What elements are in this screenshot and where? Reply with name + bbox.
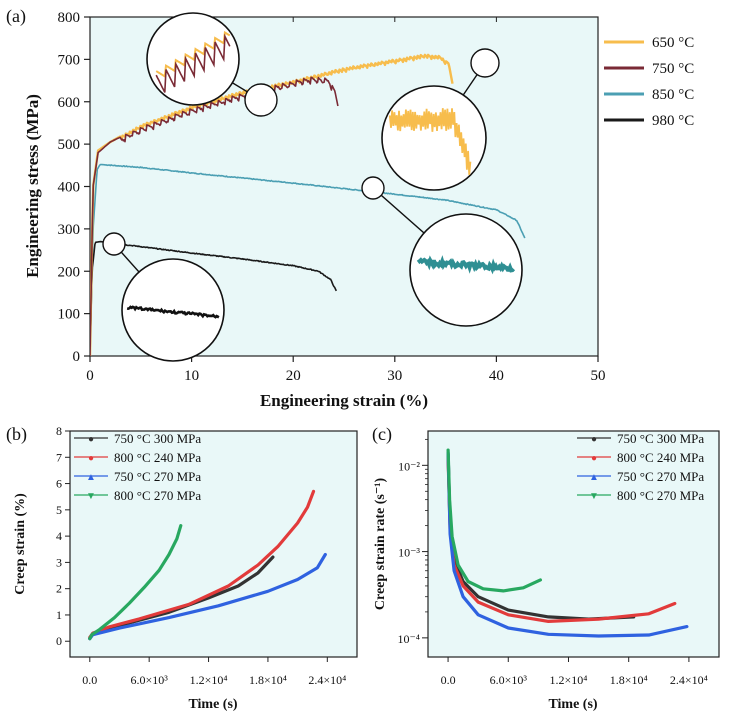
b-legend-label: 800 °C 270 MPa: [114, 488, 201, 503]
c-x-tick-label: 6.0×10³: [490, 673, 528, 687]
inset-850-trace-850: [416, 255, 516, 275]
b-y-tick-label: 8: [56, 424, 62, 438]
inset-650-trace-650: [388, 108, 472, 175]
inset-650-circle: [381, 85, 487, 191]
a-x-tick-label: 10: [184, 368, 199, 384]
c-legend-label: 750 °C 270 MPa: [617, 469, 704, 484]
b-legend-marker: ▲: [86, 472, 96, 483]
a-x-tick-label: 0: [86, 368, 94, 384]
panel-a-label: (a): [6, 6, 26, 27]
b-x-tick-label: 2.4×10⁴: [308, 673, 346, 687]
b-y-tick-label: 1: [56, 608, 62, 622]
b-legend-label: 750 °C 270 MPa: [114, 469, 201, 484]
b-legend-marker: ●: [88, 434, 94, 445]
inset-750-trace-750: [155, 33, 231, 93]
c-x-tick-label: 1.8×10⁴: [610, 673, 648, 687]
b-y-tick-label: 0: [56, 634, 62, 648]
b-y-axis-title: Creep strain (%): [13, 493, 28, 595]
a-legend-label: 650 °C: [652, 35, 694, 51]
a-x-tick-label: 50: [591, 368, 606, 384]
inset-850-circle: [409, 213, 523, 327]
a-legend-label: 750 °C: [652, 61, 694, 77]
c-legend-marker: ●: [591, 453, 597, 464]
b-x-tick-label: 1.2×10⁴: [190, 673, 228, 687]
c-x-tick-label: 0.0: [441, 673, 456, 687]
b-y-tick-label: 7: [56, 450, 62, 464]
c-series-line-3: [446, 448, 542, 593]
c-legend-label: 750 °C 300 MPa: [617, 431, 704, 446]
c-legend-marker: ●: [591, 434, 597, 445]
b-legend-marker: ▼: [86, 491, 96, 502]
c-legend-marker: ▼: [589, 491, 599, 502]
b-x-tick-label: 0.0: [82, 673, 97, 687]
a-y-tick-label: 800: [58, 10, 81, 26]
b-series-line-2: [88, 552, 327, 641]
plot-area-b: [69, 430, 358, 658]
inset-980-trace-980: [126, 305, 220, 319]
inset-650-target: [470, 48, 500, 78]
a-x-axis-title: Engineering strain (%): [260, 391, 428, 410]
a-series-line-750: [90, 76, 339, 356]
inset-980-target: [102, 232, 126, 256]
b-x-tick-label: 6.0×10³: [130, 673, 168, 687]
a-series-line-980: [90, 240, 338, 356]
b-x-tick-label: 1.8×10⁴: [249, 673, 287, 687]
a-y-tick-label: 300: [58, 222, 81, 238]
a-x-tick-label: 40: [489, 368, 504, 384]
a-y-axis-title: Engineering stress (MPa): [23, 94, 42, 278]
a-y-tick-label: 700: [58, 52, 81, 68]
b-y-tick-label: 4: [56, 529, 62, 543]
c-y-tick-label: 10⁻³: [398, 546, 420, 560]
a-y-tick-label: 0: [73, 349, 81, 365]
c-series-line-2: [446, 451, 689, 638]
a-legend-label: 850 °C: [652, 87, 694, 103]
b-legend-marker: ●: [88, 453, 94, 464]
c-y-tick-label: 10⁻⁴: [397, 632, 420, 646]
c-legend-label: 800 °C 240 MPa: [617, 450, 704, 465]
c-x-axis-title: Time (s): [548, 697, 597, 712]
a-y-tick-label: 100: [58, 307, 81, 323]
c-x-tick-label: 2.4×10⁴: [670, 673, 708, 687]
a-y-tick-label: 600: [58, 95, 81, 111]
b-y-tick-label: 5: [56, 503, 62, 517]
b-x-axis-title: Time (s): [188, 697, 237, 712]
b-y-tick-label: 2: [56, 582, 62, 596]
inset-980-circle: [121, 258, 225, 362]
b-series-line-3: [88, 524, 183, 641]
b-legend-label: 800 °C 240 MPa: [114, 450, 201, 465]
b-y-tick-label: 6: [56, 477, 62, 491]
c-y-tick-label: 10⁻²: [398, 459, 420, 473]
a-y-tick-label: 400: [58, 180, 81, 196]
c-legend-label: 800 °C 270 MPa: [617, 488, 704, 503]
b-series-line-1: [88, 489, 316, 639]
a-y-tick-label: 500: [58, 137, 81, 153]
inset-850-target: [361, 176, 385, 200]
a-x-tick-label: 20: [286, 368, 301, 384]
c-legend-marker: ▲: [589, 472, 599, 483]
c-x-tick-label: 1.2×10⁴: [550, 673, 588, 687]
inset-750-target: [244, 83, 278, 117]
a-y-tick-label: 200: [58, 264, 81, 280]
panel-b-label: (b): [6, 424, 27, 445]
b-y-tick-label: 3: [56, 555, 62, 569]
b-legend-label: 750 °C 300 MPa: [114, 431, 201, 446]
c-y-axis-title: Creep strain rate (s⁻¹): [373, 478, 388, 611]
panel-c-label: (c): [372, 424, 392, 445]
a-x-tick-label: 30: [387, 368, 402, 384]
a-legend-label: 980 °C: [652, 113, 694, 129]
a-series-line-850: [90, 163, 526, 356]
inset-750-trace-650: [155, 30, 231, 78]
